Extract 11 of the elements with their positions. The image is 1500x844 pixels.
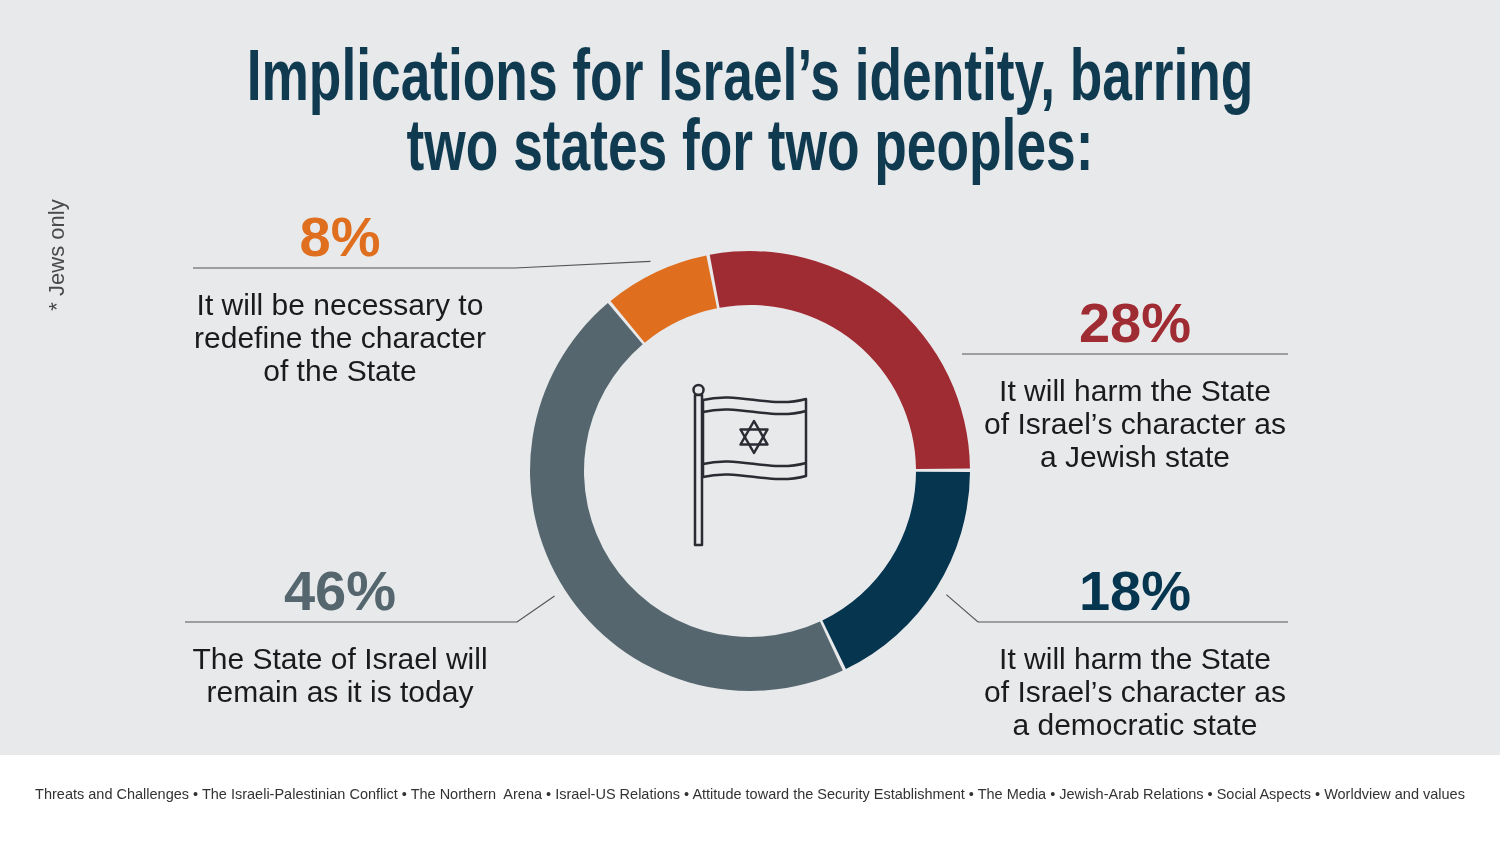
- text: Threats and Challenges • The Israeli-Palestinian Conflict • The Northern Arena • Israel-US Relations • Attitude toward the Security Establishment • The Media • Jewish-Arab Relations • Social Aspects • Worldview and values: [34, 786, 1466, 802]
- data-label: 28%: [1078, 290, 1192, 354]
- slice-label: It will harm the State of Israel’s character as a democratic state: [983, 642, 1287, 741]
- text: * Jews only: [44, 199, 70, 311]
- data-label: 46%: [283, 558, 397, 622]
- chart-title: Implications for Israel’s identity, barring two states for two peoples:: [245, 35, 1255, 185]
- slice-label: It will harm the State of Israel’s character as a Jewish state: [983, 374, 1287, 473]
- slice-label: The State of Israel will remain as it is today: [191, 642, 489, 708]
- data-label: 8%: [299, 204, 381, 268]
- slice-label: It will be necessary to redefine the character of the State: [193, 288, 487, 387]
- data-label: 18%: [1078, 558, 1192, 622]
